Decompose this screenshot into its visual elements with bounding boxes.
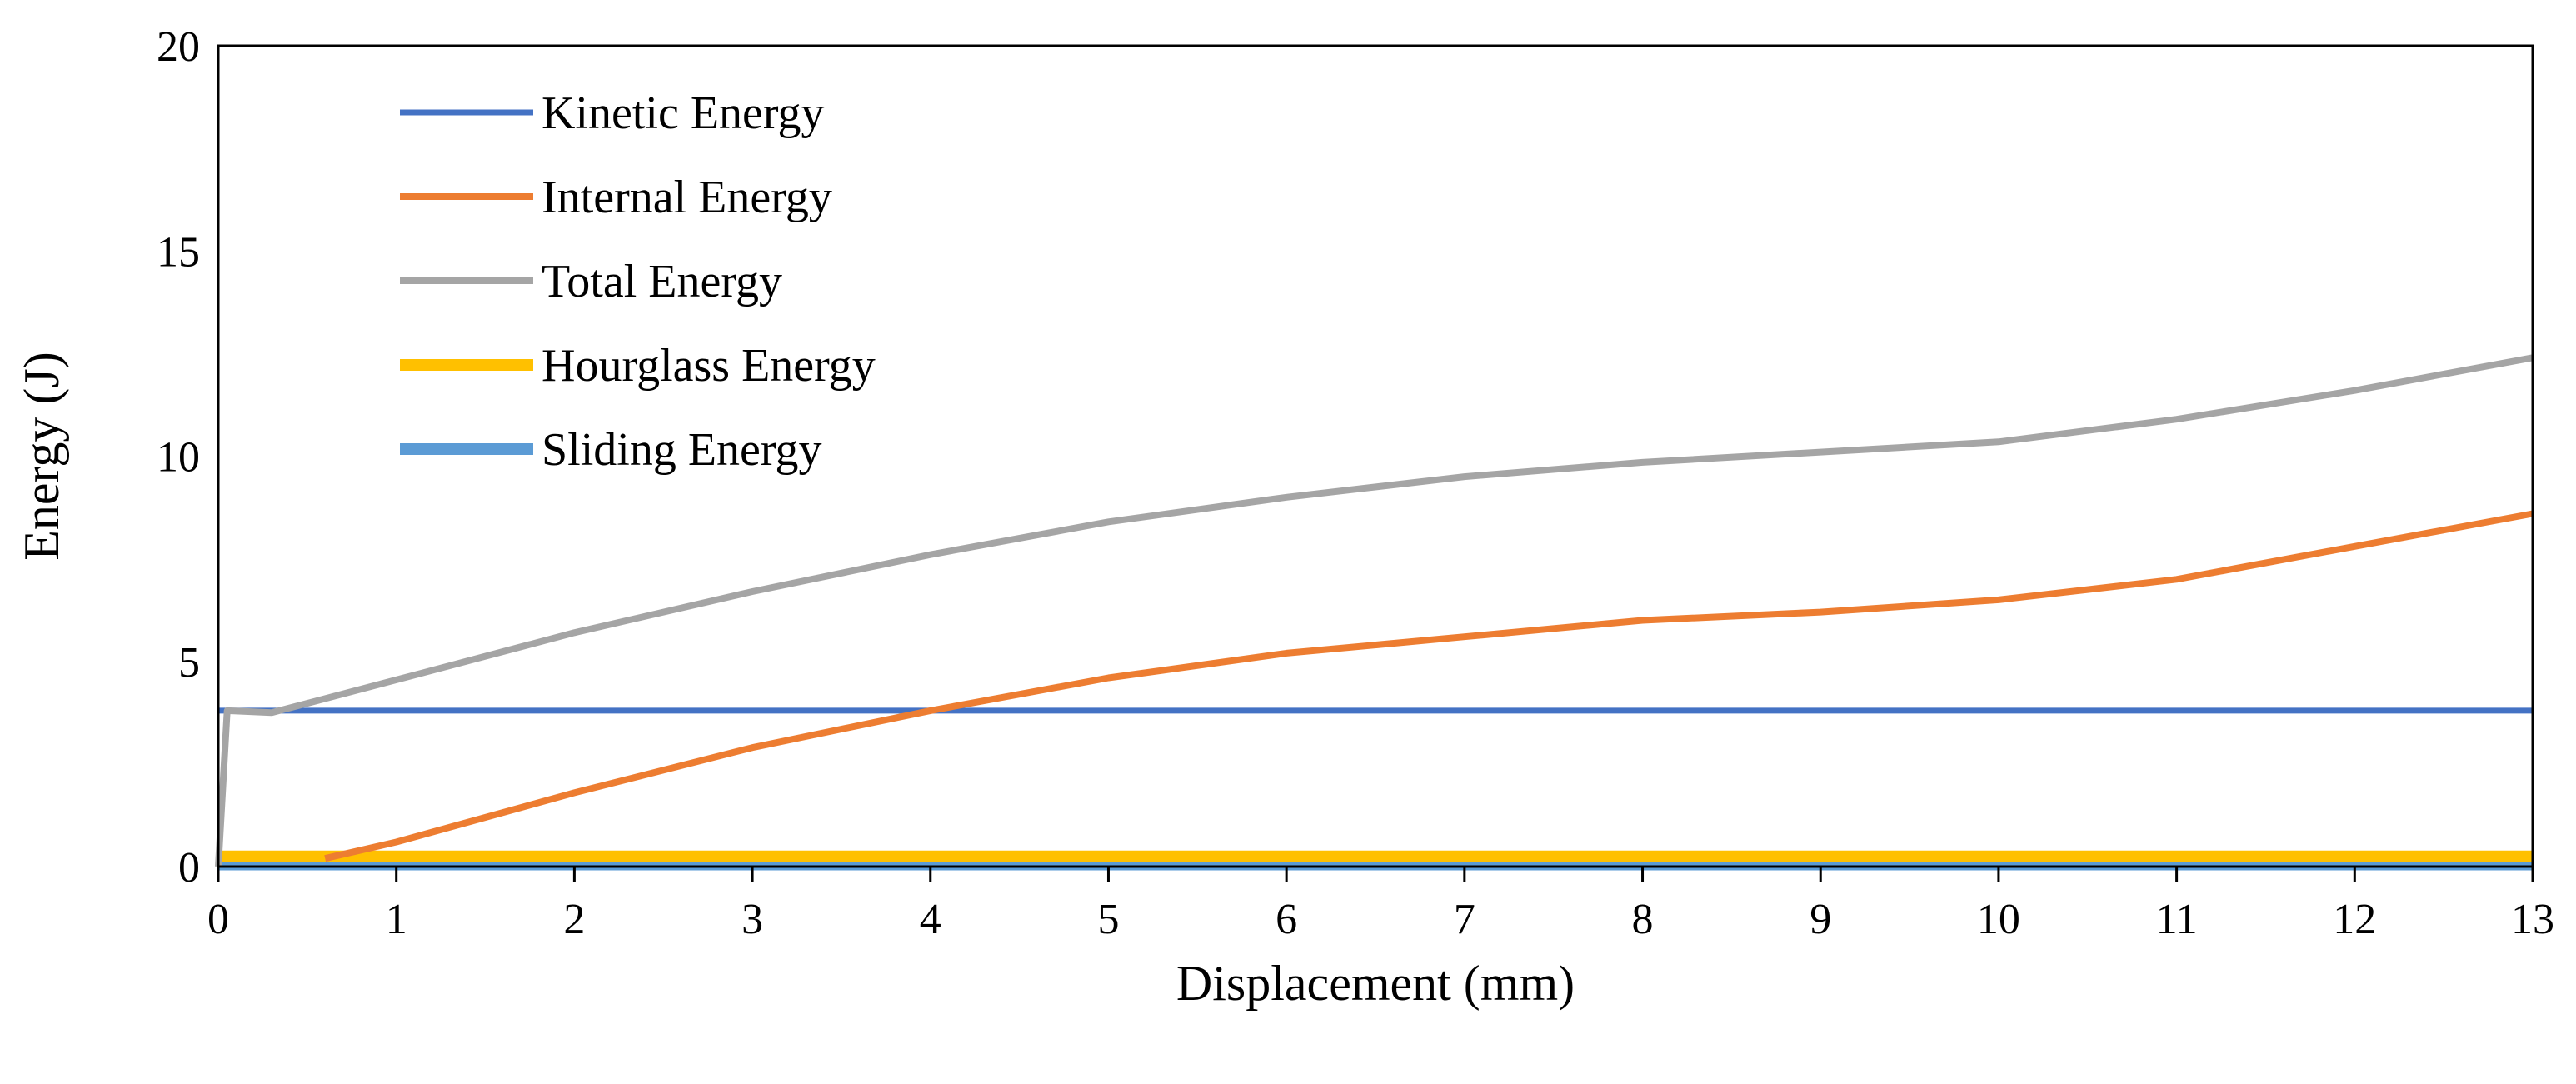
y-tick-label: 5 bbox=[178, 639, 200, 687]
x-tick-label: 9 bbox=[1810, 896, 1831, 943]
x-axis-title: Displacement (mm) bbox=[1176, 956, 1575, 1011]
x-tick-label: 0 bbox=[207, 896, 229, 943]
legend-label: Internal Energy bbox=[542, 172, 832, 223]
x-tick-label: 4 bbox=[920, 896, 941, 943]
x-tick-label: 8 bbox=[1632, 896, 1654, 943]
x-axis-ticks: 0 1 2 3 4 5 6 7 8 9 10 11 12 13 bbox=[207, 867, 2554, 943]
series-line-internal-energy bbox=[324, 510, 2534, 862]
x-tick-label: 1 bbox=[386, 896, 407, 943]
legend-label: Total Energy bbox=[542, 256, 782, 307]
y-tick-label: 10 bbox=[157, 434, 200, 482]
y-tick-label: 20 bbox=[157, 23, 200, 71]
x-tick-label: 12 bbox=[2333, 896, 2376, 943]
series-layer bbox=[215, 354, 2534, 871]
legend-label: Sliding Energy bbox=[542, 424, 822, 476]
x-tick-label: 2 bbox=[563, 896, 585, 943]
x-tick-label: 11 bbox=[2156, 896, 2198, 943]
plot-area-frame bbox=[217, 44, 2534, 868]
y-tick-label: 0 bbox=[178, 844, 200, 892]
legend: Kinetic Energy Internal Energy Total Energ… bbox=[400, 87, 876, 476]
x-tick-label: 6 bbox=[1276, 896, 1297, 943]
y-axis-ticks: 0 5 10 15 20 bbox=[157, 23, 200, 892]
y-axis-title: Energy (J) bbox=[14, 352, 69, 561]
series-line-total-energy bbox=[215, 354, 2534, 867]
x-tick-label: 3 bbox=[741, 896, 763, 943]
x-tick-label: 13 bbox=[2511, 896, 2554, 943]
x-tick-label: 7 bbox=[1454, 896, 1475, 943]
x-tick-label: 5 bbox=[1097, 896, 1119, 943]
legend-label: Hourglass Energy bbox=[542, 340, 876, 392]
legend-label: Kinetic Energy bbox=[542, 87, 825, 139]
y-tick-label: 15 bbox=[157, 228, 200, 276]
x-tick-label: 10 bbox=[1977, 896, 2020, 943]
